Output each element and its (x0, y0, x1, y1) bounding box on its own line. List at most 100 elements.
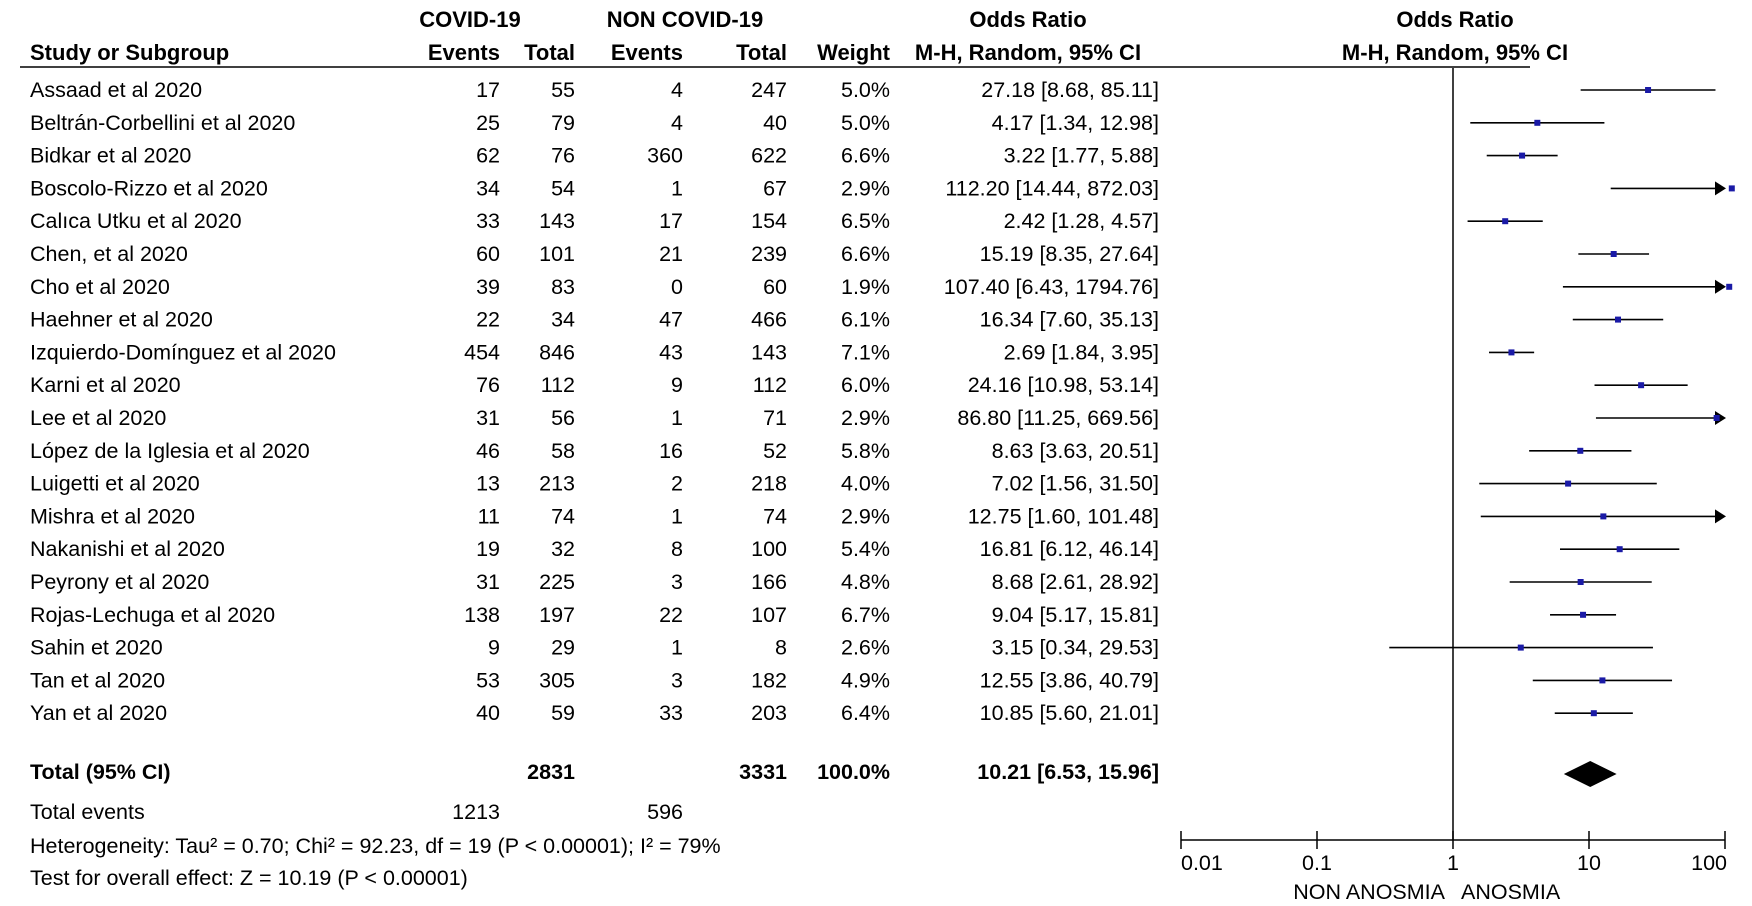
events-noncovid: 4 (671, 111, 683, 135)
point-estimate (1534, 119, 1541, 126)
events-noncovid: 1 (671, 176, 683, 200)
events-covid: 60 (476, 242, 500, 266)
events-covid: 9 (488, 636, 500, 660)
events-covid: 53 (476, 668, 500, 692)
total-covid: 54 (551, 176, 575, 200)
header-total-2: Total (736, 40, 787, 65)
or-ci-value: 10.85 [5.60, 21.01] (980, 701, 1159, 725)
weight-value: 5.4% (841, 537, 890, 561)
total-noncovid: 466 (751, 308, 787, 332)
events-noncovid: 3 (671, 570, 683, 594)
total-noncovid: 203 (751, 701, 787, 725)
total-events-e1: 1213 (452, 800, 500, 824)
total-covid: 55 (551, 78, 575, 102)
study-name: Mishra et al 2020 (30, 504, 195, 528)
events-noncovid: 33 (659, 701, 683, 725)
pooled-diamond (1563, 761, 1617, 787)
or-ci-value: 8.68 [2.61, 28.92] (992, 570, 1159, 594)
total-covid: 79 (551, 111, 575, 135)
point-estimate (1728, 185, 1735, 192)
total-noncovid: 8 (775, 636, 787, 660)
or-ci-value: 27.18 [8.68, 85.11] (981, 78, 1159, 102)
plot-area: 0.01 0.1 1 10 100 NON ANOSMIA ANOSMIA (1180, 68, 1735, 904)
weight-value: 2.9% (841, 406, 890, 430)
point-estimate (1638, 382, 1645, 389)
events-covid: 34 (476, 176, 500, 200)
or-ci-value: 16.34 [7.60, 35.13] (980, 308, 1159, 332)
point-estimate (1517, 644, 1524, 651)
weight-value: 4.8% (841, 570, 890, 594)
study-name: Sahin et 2020 (30, 636, 163, 660)
weight-value: 2.9% (841, 504, 890, 528)
ci-arrow (1715, 411, 1726, 425)
total-covid: 58 (551, 439, 575, 463)
total-noncovid: 52 (763, 439, 787, 463)
study-name: Peyrony et al 2020 (30, 570, 209, 594)
or-ci-value: 24.16 [10.98, 53.14] (968, 373, 1159, 397)
or-ci-value: 12.75 [1.60, 101.48] (968, 504, 1159, 528)
x-tick-label: 0.01 (1181, 851, 1223, 875)
study-name: Yan et al 2020 (30, 701, 167, 725)
total-t1: 2831 (527, 760, 575, 784)
total-ci: 10.21 [6.53, 15.96] (977, 760, 1159, 784)
study-name: López de la Iglesia et al 2020 (30, 439, 310, 463)
events-noncovid: 43 (659, 340, 683, 364)
header-group2: NON COVID-19 (607, 7, 763, 32)
weight-value: 4.9% (841, 668, 890, 692)
point-estimate (1580, 611, 1587, 618)
weight-value: 6.6% (841, 144, 890, 168)
total-events-e2: 596 (647, 800, 683, 824)
total-covid: 29 (551, 636, 575, 660)
or-ci-value: 86.80 [11.25, 669.56] (957, 406, 1159, 430)
x-axis-right-label: ANOSMIA (1461, 880, 1561, 904)
study-name: Luigetti et al 2020 (30, 472, 200, 496)
total-noncovid: 71 (763, 406, 787, 430)
total-covid: 74 (551, 504, 575, 528)
or-ci-value: 112.20 [14.44, 872.03] (945, 176, 1159, 200)
total-covid: 197 (539, 603, 575, 627)
events-noncovid: 0 (671, 275, 683, 299)
events-covid: 11 (478, 504, 500, 528)
total-noncovid: 622 (751, 144, 787, 168)
study-name: Haehner et al 2020 (30, 308, 213, 332)
events-covid: 138 (464, 603, 500, 627)
or-ci-value: 3.22 [1.77, 5.88] (1004, 144, 1159, 168)
events-noncovid: 2 (671, 472, 683, 496)
total-t2: 3331 (739, 760, 787, 784)
study-table: Assaad et al 2020 17 55 4 247 5.0% 27.18 [8.68… (30, 78, 1159, 725)
total-covid: 76 (551, 144, 575, 168)
weight-value: 5.0% (841, 111, 890, 135)
events-covid: 76 (476, 373, 500, 397)
or-ci-value: 16.81 [6.12, 46.14] (980, 537, 1159, 561)
or-ci-value: 4.17 [1.34, 12.98] (992, 111, 1159, 135)
events-noncovid: 1 (671, 636, 683, 660)
x-axis-left-label: NON ANOSMIA (1293, 880, 1445, 904)
total-events-label: Total events (30, 800, 145, 824)
events-noncovid: 8 (671, 537, 683, 561)
total-covid: 213 (539, 472, 575, 496)
events-noncovid: 17 (659, 209, 683, 233)
study-name: Cho et al 2020 (30, 275, 170, 299)
total-noncovid: 112 (753, 373, 787, 397)
point-estimate (1616, 546, 1623, 553)
events-noncovid: 21 (659, 242, 683, 266)
weight-value: 2.6% (841, 636, 890, 660)
study-name: Assaad et al 2020 (30, 78, 202, 102)
total-noncovid: 154 (751, 209, 787, 233)
or-ci-value: 12.55 [3.86, 40.79] (980, 668, 1159, 692)
total-noncovid: 60 (763, 275, 787, 299)
weight-value: 6.6% (841, 242, 890, 266)
total-covid: 143 (539, 209, 575, 233)
total-noncovid: 218 (751, 472, 787, 496)
total-noncovid: 107 (751, 603, 787, 627)
x-tick-label: 1 (1447, 851, 1459, 875)
total-label: Total (95% CI) (30, 760, 171, 784)
total-covid: 59 (551, 701, 575, 725)
events-covid: 33 (476, 209, 500, 233)
point-estimate (1645, 87, 1652, 93)
header-weight: Weight (817, 40, 891, 65)
study-name: Izquierdo-Domínguez et al 2020 (30, 340, 336, 364)
heterogeneity-text: Heterogeneity: Tau² = 0.70; Chi² = 92.23… (30, 834, 721, 858)
x-tick-label: 0.1 (1302, 851, 1332, 875)
study-name: Beltrán-Corbellini et al 2020 (30, 111, 295, 135)
